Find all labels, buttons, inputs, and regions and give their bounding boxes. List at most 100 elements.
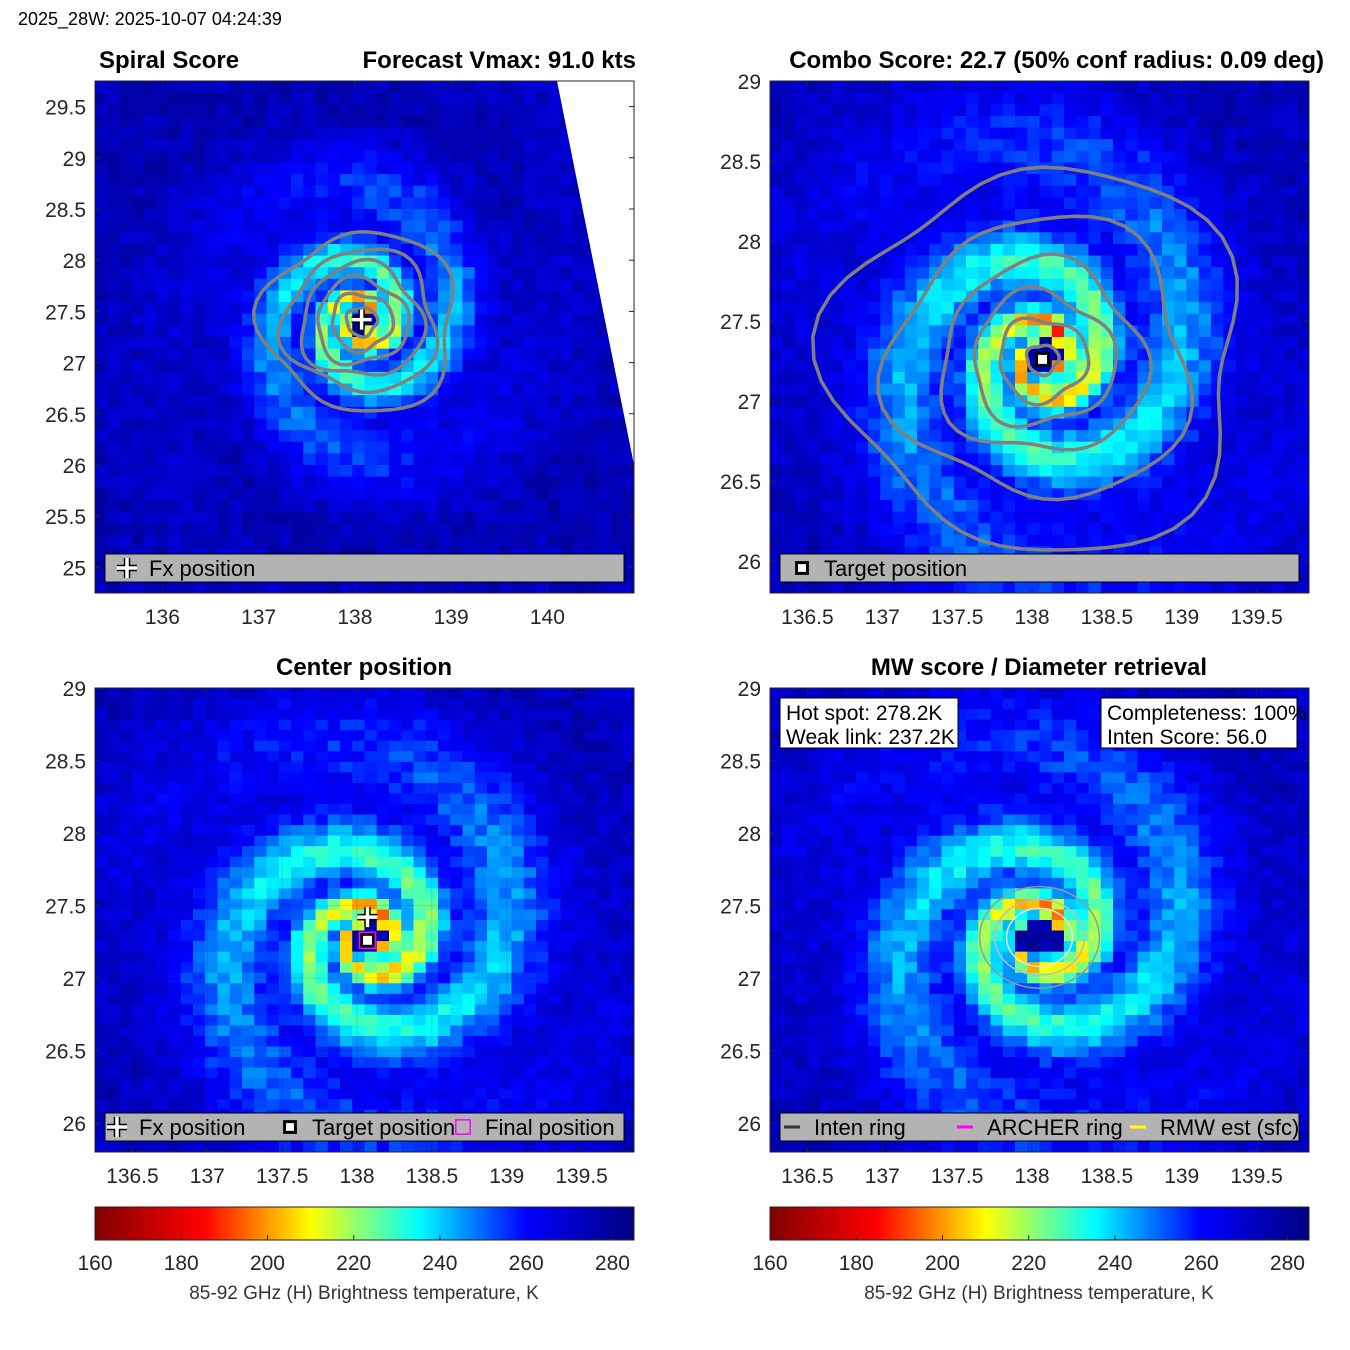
combo-score-heatmap-cell bbox=[953, 406, 967, 420]
combo-score-heatmap-cell bbox=[831, 92, 845, 105]
combo-score-heatmap-cell bbox=[1064, 92, 1077, 105]
spiral-score-heatmap-cell bbox=[462, 534, 476, 548]
combo-score-heatmap-cell bbox=[770, 139, 783, 152]
spiral-score-heatmap-cell bbox=[168, 290, 182, 303]
spiral-score-heatmap-cell bbox=[144, 150, 157, 164]
spiral-score-heatmap-cell bbox=[621, 569, 634, 582]
spiral-score-heatmap-cell bbox=[266, 418, 280, 431]
combo-score-heatmap-cell bbox=[831, 127, 845, 140]
center-position-heatmap-cell bbox=[266, 698, 280, 710]
center-position-heatmap-cell bbox=[364, 877, 378, 889]
spiral-score-heatmap-cell bbox=[536, 360, 549, 373]
combo-score-heatmap-cell bbox=[941, 81, 955, 94]
combo-score-heatmap-cell bbox=[1211, 174, 1224, 187]
combo-score-heatmap-cell bbox=[917, 383, 930, 396]
spiral-score-heatmap-cell bbox=[536, 534, 549, 548]
spiral-score-heatmap-cell bbox=[438, 441, 451, 454]
combo-score-heatmap-cell bbox=[855, 465, 869, 478]
spiral-score-heatmap-cell bbox=[254, 139, 268, 152]
combo-score-heatmap-cell bbox=[892, 406, 906, 420]
center-position-heatmap-cell bbox=[242, 846, 255, 858]
combo-score-heatmap-cell bbox=[1296, 360, 1309, 373]
spiral-score-heatmap-cell bbox=[119, 523, 133, 536]
combo-score-heatmap-cell bbox=[1039, 499, 1053, 513]
combo-score-heatmap-cell bbox=[855, 534, 869, 548]
center-position-heatmap-cell bbox=[303, 1088, 317, 1100]
spiral-score-heatmap-cell bbox=[95, 395, 108, 408]
combo-score-heatmap-cell bbox=[1211, 104, 1224, 117]
spiral-score-heatmap-cell bbox=[180, 209, 194, 222]
spiral-score-heatmap-cell bbox=[242, 139, 255, 152]
center-position-heatmap-cell bbox=[144, 751, 157, 763]
spiral-score-heatmap-cell bbox=[609, 581, 623, 593]
combo-score-heatmap-cell bbox=[806, 488, 820, 501]
combo-score-heatmap-cell bbox=[855, 104, 869, 117]
center-position-heatmap-cell bbox=[156, 867, 170, 879]
combo-score-ytick-label: 27 bbox=[738, 391, 761, 414]
spiral-score-heatmap-cell bbox=[131, 92, 145, 105]
combo-score-heatmap-cell bbox=[1247, 465, 1261, 478]
combo-score-heatmap-cell bbox=[1211, 581, 1224, 593]
spiral-score-heatmap-cell bbox=[536, 278, 549, 292]
combo-score-heatmap-cell bbox=[966, 92, 979, 105]
combo-score-heatmap-cell bbox=[953, 174, 967, 187]
combo-score-heatmap-cell bbox=[1198, 278, 1212, 292]
combo-score-heatmap-cell bbox=[966, 104, 979, 117]
spiral-score-heatmap-cell bbox=[119, 267, 133, 280]
combo-score-heatmap-cell bbox=[1100, 523, 1114, 536]
spiral-score-heatmap-cell bbox=[536, 395, 549, 408]
combo-score-heatmap-cell bbox=[1027, 511, 1041, 524]
center-position-heatmap-cell bbox=[193, 740, 206, 752]
spiral-score-heatmap-cell bbox=[487, 92, 500, 105]
center-position-heatmap-cell bbox=[229, 1025, 243, 1037]
combo-score-heatmap-cell bbox=[831, 115, 845, 129]
combo-score-heatmap-cell bbox=[966, 418, 979, 431]
combo-score-heatmap-cell bbox=[917, 127, 930, 140]
spiral-score-heatmap-cell bbox=[205, 406, 219, 420]
combo-score-heatmap-cell bbox=[1174, 232, 1188, 245]
center-position-heatmap-cell bbox=[229, 751, 243, 763]
center-position-heatmap-cell bbox=[193, 709, 206, 721]
combo-score-heatmap-cell bbox=[990, 371, 1004, 385]
spiral-score-heatmap-cell bbox=[144, 476, 157, 489]
center-position-heatmap-cell bbox=[131, 1078, 145, 1090]
combo-score-heatmap-cell bbox=[1027, 523, 1041, 536]
center-position-heatmap-cell bbox=[95, 951, 108, 963]
spiral-score-heatmap-cell bbox=[450, 150, 464, 164]
combo-score-heatmap-cell bbox=[794, 395, 808, 408]
center-position-heatmap-cell bbox=[119, 983, 133, 995]
combo-score-heatmap-cell bbox=[1027, 139, 1041, 152]
spiral-score-heatmap-cell bbox=[401, 150, 415, 164]
center-position-heatmap-cell bbox=[131, 1036, 145, 1048]
combo-score-heatmap-cell bbox=[929, 313, 943, 326]
combo-score-heatmap-cell bbox=[1125, 499, 1139, 513]
spiral-score-heatmap-cell bbox=[168, 534, 182, 548]
combo-score-heatmap-cell bbox=[1186, 104, 1200, 117]
combo-score-heatmap-cell bbox=[966, 313, 979, 326]
combo-score-heatmap-cell bbox=[904, 523, 918, 536]
spiral-score-heatmap-cell bbox=[205, 278, 219, 292]
center-position-heatmap-cell bbox=[205, 698, 219, 710]
spiral-score-axes-frame bbox=[94, 80, 635, 594]
spiral-score-heatmap-cell bbox=[254, 174, 268, 187]
spiral-score-heatmap-cell bbox=[560, 220, 574, 233]
combo-score-heatmap-cell bbox=[1125, 371, 1139, 385]
spiral-score-heatmap-cell bbox=[438, 197, 451, 210]
spiral-score-heatmap-cell bbox=[413, 488, 427, 501]
center-position-heatmap-cell bbox=[156, 804, 170, 816]
center-position-heatmap-cell bbox=[254, 709, 268, 721]
spiral-score-heatmap-cell bbox=[597, 418, 611, 431]
combo-score-heatmap-cell bbox=[770, 255, 783, 268]
center-position-heatmap-cell bbox=[119, 688, 133, 700]
spiral-score-heatmap-cell bbox=[536, 220, 549, 233]
spiral-score-heatmap-cell bbox=[205, 371, 219, 385]
spiral-score-heatmap-cell bbox=[462, 92, 476, 105]
center-position-heatmap-cell bbox=[131, 1067, 145, 1079]
spiral-score-heatmap-cell bbox=[144, 302, 157, 315]
center-position-heatmap-cell bbox=[254, 825, 268, 837]
center-position-heatmap-cell bbox=[315, 983, 329, 995]
combo-score-heatmap-cell bbox=[904, 499, 918, 513]
combo-score-heatmap-cell bbox=[941, 465, 955, 478]
combo-score-heatmap-cell bbox=[1223, 465, 1237, 478]
spiral-score-heatmap-cell bbox=[144, 92, 157, 105]
